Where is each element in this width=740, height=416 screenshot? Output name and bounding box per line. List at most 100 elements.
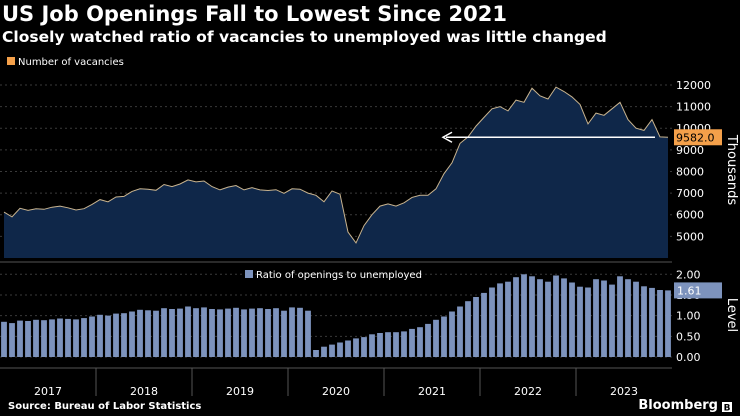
ratio-bar [73, 319, 79, 357]
ratio-bar [545, 281, 551, 357]
ratio-bar [257, 308, 263, 357]
last-value-box [674, 129, 722, 146]
arrow-head-icon [441, 131, 453, 143]
legend-label-vacancies: Number of vacancies [18, 57, 124, 68]
bottom-y-axis-label: Level [724, 298, 739, 332]
ratio-bar [241, 309, 247, 357]
ratio-bar [65, 318, 71, 357]
ratio-bar [121, 313, 127, 357]
annotation-arrow [441, 131, 655, 143]
top-y-axis-label: Thousands [724, 134, 739, 206]
ratio-bar [329, 344, 335, 357]
top-y-tick-label: 12000 [676, 79, 711, 92]
ratio-bar [449, 311, 455, 357]
ratio-bar [633, 281, 639, 357]
ratio-bar [657, 290, 663, 357]
ratio-bar [177, 308, 183, 357]
vacancies-area [4, 87, 668, 258]
ratio-bar [145, 310, 151, 357]
bloomberg-mark-icon: B [722, 402, 732, 412]
ratio-bar [289, 307, 295, 357]
ratio-bar [577, 286, 583, 357]
bottom-y-axis: 0.000.501.001.502.00 [676, 268, 701, 364]
ratio-bars [1, 274, 671, 358]
ratio-bar [137, 309, 143, 357]
bottom-y-tick-label: 1.00 [676, 310, 701, 323]
ratio-bar [233, 307, 239, 357]
ratio-bar [537, 279, 543, 357]
ratio-bar [169, 309, 175, 357]
bottom-y-tick-label: 0.00 [676, 351, 701, 364]
legend-swatch-ratio [245, 270, 253, 278]
ratio-bar [553, 275, 559, 357]
ratio-bar [393, 332, 399, 357]
ratio-bar [481, 292, 487, 357]
ratio-bar [433, 319, 439, 357]
vacancies-line [3, 86, 669, 244]
ratio-bar [201, 307, 207, 357]
x-tick-label: 2023 [610, 385, 638, 398]
ratio-bar [81, 318, 87, 357]
top-y-tick-label: 9000 [676, 144, 704, 157]
brand-logo-text: Bloomberg [638, 398, 718, 413]
ratio-bar [649, 287, 655, 357]
ratio-bar [281, 310, 287, 357]
ratio-bar [249, 308, 255, 357]
ratio-bar [601, 280, 607, 357]
ratio-bar [225, 308, 231, 357]
x-tick-label: 2021 [418, 385, 446, 398]
ratio-bar [377, 333, 383, 357]
ratio-bar [665, 290, 671, 357]
ratio-bar [457, 306, 463, 357]
ratio-last-value-label: 1.61 [677, 284, 702, 297]
ratio-bar [505, 281, 511, 357]
svg-text:B: B [724, 404, 731, 413]
ratio-bar [97, 314, 103, 357]
ratio-bar [617, 276, 623, 357]
ratio-bar [209, 309, 215, 357]
ratio-bar [297, 307, 303, 357]
bottom-gridlines [0, 273, 672, 358]
ratio-bar [353, 338, 359, 357]
ratio-bar [25, 321, 31, 357]
ratio-bar [401, 331, 407, 357]
ratio-bar [409, 328, 415, 357]
x-tick-label: 2020 [322, 385, 350, 398]
ratio-last-value-box [674, 282, 722, 299]
top-y-tick-label: 7000 [676, 187, 704, 200]
ratio-bar [593, 279, 599, 357]
ratio-bar [105, 315, 111, 357]
ratio-bar [273, 308, 279, 357]
ratio-bar [313, 350, 319, 357]
ratio-bar [41, 320, 47, 357]
ratio-bar [89, 316, 95, 357]
x-tick-label: 2022 [514, 385, 542, 398]
ratio-bar [321, 346, 327, 357]
ratio-bar [129, 311, 135, 357]
ratio-bar [561, 278, 567, 357]
ratio-bar [337, 342, 343, 357]
ratio-bar [161, 308, 167, 357]
source-note: Source: Bureau of Labor Statistics [8, 401, 202, 412]
ratio-bar [529, 276, 535, 357]
ratio-bar [425, 323, 431, 357]
x-axis: 2017 2018 2019 2020 2021 2022 2023 [34, 368, 638, 398]
ratio-bar [641, 286, 647, 357]
ratio-bar [185, 306, 191, 357]
x-tick-label: 2018 [130, 385, 158, 398]
ratio-bar [153, 310, 159, 357]
ratio-bar [473, 297, 479, 357]
ratio-bar [441, 316, 447, 357]
ratio-bar [1, 321, 7, 357]
ratio-bar [361, 337, 367, 357]
ratio-bar [265, 309, 271, 357]
ratio-bar [49, 319, 55, 357]
ratio-bar [609, 284, 615, 357]
ratio-bar [217, 309, 223, 357]
ratio-bar [57, 318, 63, 357]
ratio-bar [417, 327, 423, 357]
ratio-bar [17, 320, 23, 357]
ratio-bar [193, 308, 199, 357]
